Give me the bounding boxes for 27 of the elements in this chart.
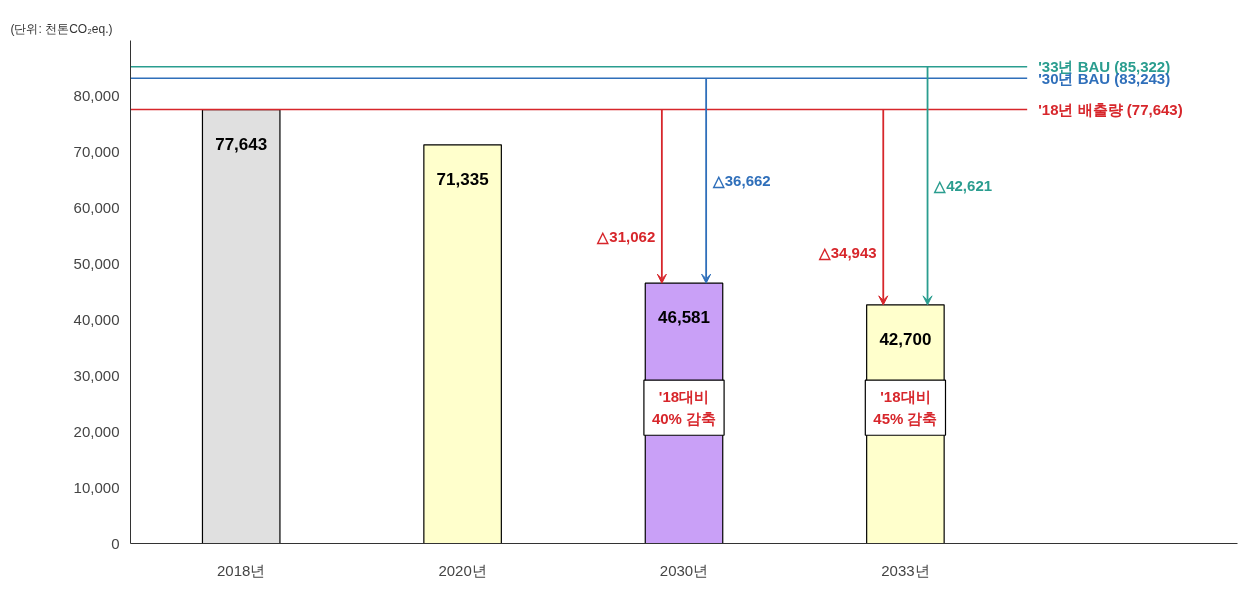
y-tick-label: 40,000 bbox=[73, 310, 120, 328]
y-axis-title: (단위: 천톤CO₂eq.) bbox=[10, 21, 113, 36]
y-tick-label: 10,000 bbox=[73, 478, 120, 496]
annotation: '18대비 45% 감축 bbox=[873, 388, 938, 428]
y-tick-label: 20,000 bbox=[73, 422, 120, 440]
x-tick-label: 2020년 bbox=[438, 561, 487, 579]
bar bbox=[423, 144, 502, 544]
y-tick-label: 0 bbox=[111, 534, 120, 552]
annotation: △34,943 bbox=[817, 243, 877, 261]
y-tick-label: 30,000 bbox=[73, 366, 120, 384]
y-tick-label: 80,000 bbox=[73, 87, 120, 105]
annotation: △42,621 bbox=[933, 177, 993, 195]
ref-line-label: '18년 배출량 (77,643) bbox=[1038, 101, 1183, 119]
x-tick-label: 2018년 bbox=[217, 561, 266, 579]
x-tick-label: 2033년 bbox=[881, 561, 930, 579]
y-tick-label: 60,000 bbox=[73, 199, 120, 217]
y-tick-label: 50,000 bbox=[73, 255, 120, 273]
bar bbox=[201, 108, 281, 544]
y-tick-label: 70,000 bbox=[73, 143, 120, 161]
annotation: '18대비 40% 감축 bbox=[651, 388, 717, 428]
data-label: 77,643 bbox=[215, 134, 268, 154]
annotation: △31,062 bbox=[596, 227, 656, 245]
data-label: 42,700 bbox=[879, 329, 932, 349]
x-tick-label: 2030년 bbox=[659, 561, 709, 579]
annotation: △36,662 bbox=[711, 172, 771, 190]
data-label: 46,581 bbox=[658, 308, 710, 328]
data-label: 71,335 bbox=[436, 169, 489, 189]
